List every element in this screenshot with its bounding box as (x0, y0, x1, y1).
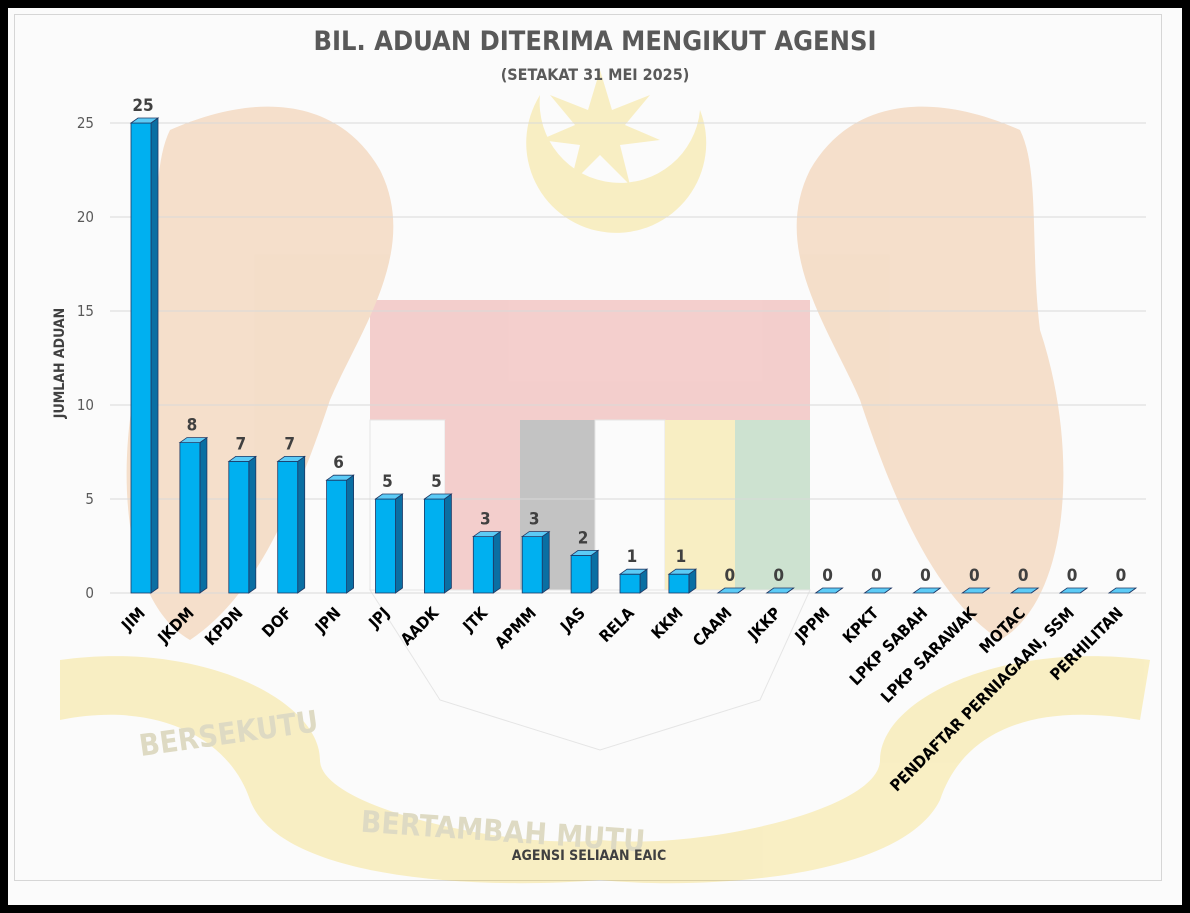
bar (129, 117, 160, 594)
data-label: 5 (382, 472, 393, 492)
data-label: 3 (529, 510, 540, 530)
data-label: 3 (480, 510, 491, 530)
y-tick-label: 10 (77, 396, 94, 414)
bar (1009, 587, 1040, 594)
x-tick-label: JPN (311, 603, 345, 637)
bars (129, 117, 1138, 594)
data-label: 0 (1116, 566, 1127, 586)
bar (1058, 587, 1089, 594)
data-label: 5 (431, 472, 442, 492)
data-label: 0 (773, 566, 784, 586)
bar (472, 530, 502, 594)
y-tick-label: 15 (77, 302, 94, 320)
data-label: 2 (578, 528, 589, 548)
x-axis-title: AGENSI SELIAAN EAIC (512, 848, 666, 864)
chart-border (14, 14, 1162, 881)
y-axis-title: JUMLAH ADUAN (52, 308, 68, 419)
data-label: 0 (1018, 566, 1029, 586)
chart-title: BIL. ADUAN DITERIMA MENGIKUT AGENSI (313, 26, 876, 57)
data-label: 8 (187, 416, 198, 436)
data-label: 0 (920, 566, 931, 586)
bar (178, 436, 209, 594)
data-label: 25 (132, 96, 153, 116)
bar (716, 587, 747, 594)
bar (227, 455, 258, 594)
bar (961, 587, 991, 594)
coat-of-arms-watermark: BERSEKUTU BERTAMBAH MUTU (60, 70, 1150, 884)
bar (569, 549, 600, 594)
data-label: 1 (627, 547, 638, 567)
x-tick-label: DOF (258, 603, 295, 640)
bar (765, 587, 795, 594)
bar (325, 474, 355, 594)
bar (814, 587, 844, 594)
data-label: 7 (284, 434, 295, 454)
y-tick-label: 5 (85, 490, 94, 508)
data-label: 0 (871, 566, 882, 586)
bar (276, 455, 306, 594)
data-label: 7 (235, 434, 246, 454)
data-label: 0 (822, 566, 833, 586)
data-label: 0 (969, 566, 980, 586)
y-tick-label: 20 (77, 208, 94, 226)
y-axis-ticks: 0 5 10 15 20 25 (77, 114, 94, 602)
y-tick-label: 0 (85, 584, 94, 602)
bar (912, 587, 942, 594)
x-tick-label: KPKT (839, 603, 883, 647)
data-label: 1 (676, 547, 687, 567)
bar (520, 530, 551, 594)
data-label: 6 (333, 453, 344, 473)
data-label: 0 (1067, 566, 1078, 586)
data-label: 0 (724, 566, 735, 586)
bar (1107, 587, 1138, 594)
bar (374, 493, 404, 594)
chart-subtitle: (SETAKAT 31 MEI 2025) (501, 65, 690, 84)
bar (423, 493, 453, 594)
data-labels: 25 8 7 7 6 5 5 3 3 2 1 1 0 0 0 0 0 0 0 0 0 (132, 96, 1126, 586)
x-tick-label: JIM (117, 603, 149, 635)
bar (863, 587, 893, 594)
bar (667, 568, 698, 594)
bar (618, 568, 649, 594)
y-tick-label: 25 (77, 114, 94, 132)
